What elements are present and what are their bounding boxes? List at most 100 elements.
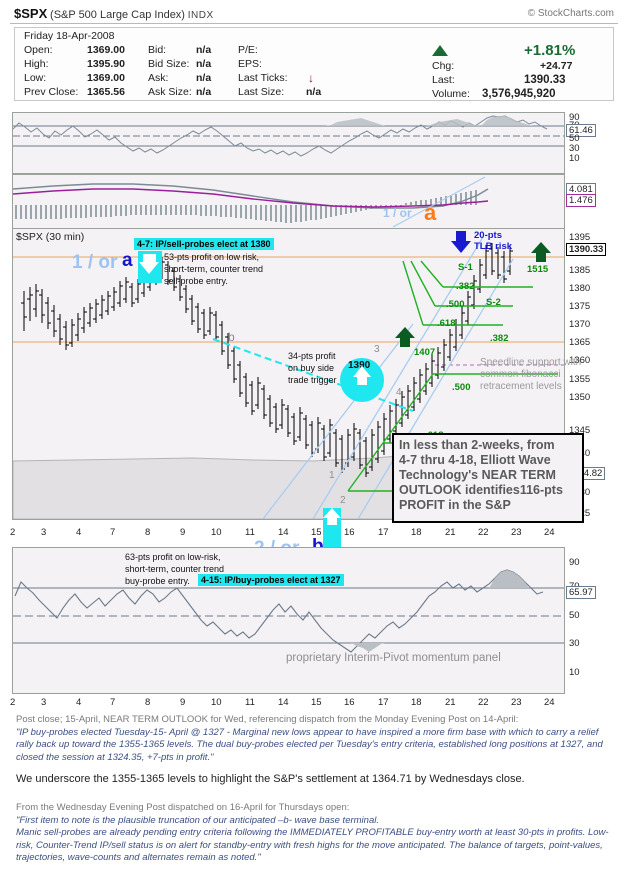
momentum-tick-10: 10 [569, 667, 580, 678]
up-arrow-icon [531, 242, 551, 253]
xtick-24: 24 [544, 527, 555, 538]
index-name: (S&P 500 Large Cap Index) [50, 9, 185, 21]
xtick-b-14: 14 [278, 697, 289, 708]
fib-lower-382: .382 [490, 333, 509, 344]
rsi-tick-30: 30 [569, 143, 580, 154]
symbol-ticker: $SPX [14, 6, 48, 21]
quote-value: 1365.56 [87, 86, 125, 98]
xtick-b-8: 8 [145, 697, 151, 708]
momentum-current-badge: 65.97 [566, 586, 596, 599]
xtick-b-15: 15 [311, 697, 322, 708]
summary-line-2: 4-7 thru 4-18, Elliott Wave [399, 453, 551, 467]
xtick-8: 8 [145, 527, 151, 538]
buy-probe-body-line2: short-term, counter trend [125, 564, 225, 574]
xtick-b-21: 21 [445, 697, 456, 708]
tlb-risk-line2: TLB risk [474, 241, 513, 252]
xtick-21: 21 [445, 527, 456, 538]
quote-label: Last: [432, 74, 455, 86]
wave-count-4: 4 [396, 387, 402, 398]
price-panel-title: $SPX (30 min) [16, 231, 85, 243]
momentum-svg [13, 569, 564, 653]
quote-value: n/a [196, 58, 212, 70]
price-tick-1375: 1375 [569, 301, 591, 312]
rsi-plot [13, 113, 564, 173]
footer-quote-2a: "First item to note is the plausible tru… [16, 814, 379, 826]
xtick-17: 17 [378, 527, 389, 538]
xtick-10: 10 [211, 527, 222, 538]
rsi-tick-50: 50 [569, 133, 580, 144]
xtick-b-3: 3 [41, 697, 47, 708]
quote-label: EPS: [238, 58, 262, 70]
chart-title: $SPX (S&P 500 Large Cap Index) INDX [14, 6, 214, 21]
xtick-b-2: 2 [10, 697, 16, 708]
speedline-label-s2: S-2 [486, 297, 501, 308]
trade-trigger-line2: on buy side [288, 363, 335, 373]
quote-label: Chg: [432, 60, 455, 72]
up-arrow-icon [395, 327, 415, 338]
price-last-badge: 1390.33 [566, 243, 607, 256]
up-arrow-icon [323, 508, 341, 518]
sell-probe-arrow-stem [143, 254, 156, 263]
xtick-15: 15 [311, 527, 322, 538]
fib-upper-500: .500 [446, 299, 465, 310]
fib-upper-618: .618 [437, 318, 456, 329]
quote-value: 3,576,945,920 [482, 88, 556, 100]
price-tick-1370: 1370 [569, 319, 591, 330]
price-tick-1345: 1345 [569, 425, 591, 436]
quote-label: Ask Size: [148, 86, 192, 98]
xtick-7: 7 [110, 527, 116, 538]
stockcharts-brand: © StockCharts.com [527, 8, 614, 19]
xtick-b-7: 7 [110, 697, 116, 708]
price-tick-1365: 1365 [569, 337, 591, 348]
xtick-b-23: 23 [511, 697, 522, 708]
trade-trigger-line3: trade trigger [288, 375, 337, 385]
momentum-panel [12, 547, 565, 694]
quote-label: Last Size: [238, 86, 285, 98]
wave-label-b: b [312, 536, 324, 558]
down-arrow-icon [451, 241, 471, 253]
wave-letter-b: b [228, 330, 235, 344]
summary-line-4: OUTLOOK identifies116-pts [399, 483, 563, 497]
momentum-caption: proprietary Interim-Pivot momentum panel [286, 652, 501, 664]
summary-line-5: PROFIT in the S&P [399, 498, 511, 512]
rsi-tick-10: 10 [569, 153, 580, 164]
target-1407-stem [400, 335, 410, 347]
macd-wave-label-left: 1 / or [383, 206, 412, 220]
quote-value: 1369.00 [87, 72, 125, 84]
quote-value: 1395.90 [87, 58, 125, 70]
price-tick-1395: 1395 [569, 232, 591, 243]
quote-label: Prev Close: [24, 86, 79, 98]
momentum-tick-50: 50 [569, 610, 580, 621]
summary-box: In less than 2-weeks, from 4-7 thru 4-18… [392, 433, 584, 523]
wave-count-2: 2 [340, 495, 346, 506]
wave-label-1-prefix: 1 / or [72, 252, 118, 273]
macd-value-2: 1.476 [566, 194, 596, 207]
price-tick-1385: 1385 [569, 265, 591, 276]
xtick-b-22: 22 [478, 697, 489, 708]
sell-probe-body-line1: 53-pts profit on low risk, [164, 252, 260, 262]
xtick-b-10: 10 [211, 697, 222, 708]
quote-label: Ask: [148, 72, 169, 84]
momentum-tick-30: 30 [569, 638, 580, 649]
price-tick-1355: 1355 [569, 374, 591, 385]
quote-value: n/a [196, 44, 212, 56]
buy-probe-body-line1: 63-pts profit on low-risk, [125, 552, 221, 562]
fib-upper-382: .382 [456, 281, 475, 292]
xtick-14: 14 [278, 527, 289, 538]
speed-caption-line2: common fibonacci [480, 369, 561, 380]
price-tick-1380: 1380 [569, 283, 591, 294]
xtick-b-16: 16 [344, 697, 355, 708]
rsi-panel [12, 112, 565, 174]
quote-label: Bid: [148, 44, 167, 56]
wave-count-3: 3 [374, 344, 380, 355]
footer-quote-2b: Manic sell-probes are already pending en… [16, 827, 609, 863]
sell-probe-body-line2: short-term, counter trend [164, 264, 264, 274]
xtick-b-17: 17 [378, 697, 389, 708]
sell-probe-body-line3: sell-probe entry. [164, 276, 228, 286]
quote-label: Volume: [432, 88, 470, 100]
wave-count-1: 1 [329, 470, 335, 481]
fib-lower-500: .500 [452, 382, 471, 393]
xtick-4: 4 [76, 527, 82, 538]
buy-arrow-stem [357, 373, 367, 385]
